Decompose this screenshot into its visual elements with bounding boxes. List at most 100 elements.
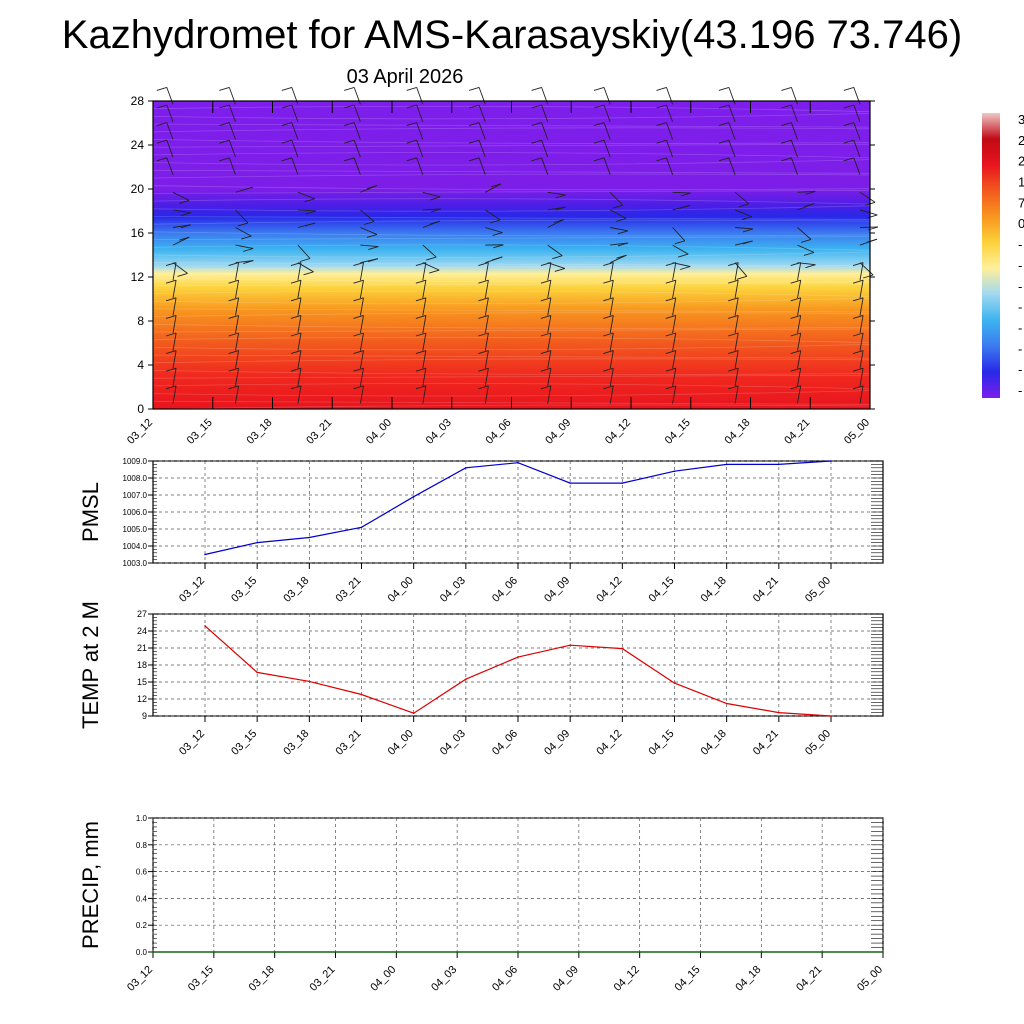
wind-barb-flag — [738, 203, 750, 208]
temp-y-tick-label: 27 — [137, 609, 147, 619]
pmsl-y-tick-label: 1005.0 — [123, 525, 148, 534]
precip-x-tick-label: 03_21 — [308, 964, 338, 994]
wind-barb-staff — [609, 315, 614, 334]
wind-barb-flag — [426, 256, 437, 261]
precip-y-tick-label: 0.4 — [136, 894, 148, 903]
wind-barb-flag — [656, 104, 667, 109]
wind-barb-staff — [353, 140, 361, 158]
wind-barb-staff — [297, 385, 302, 404]
wind-barb-flag — [678, 253, 689, 258]
pmsl-x-tick-label: 04_09 — [542, 575, 572, 605]
pmsl-point — [256, 541, 259, 544]
wind-barb-flag — [615, 217, 627, 222]
wind-barb-staff — [484, 350, 489, 369]
wind-barb-flag — [843, 122, 854, 127]
wind-barb-flag — [281, 122, 292, 127]
wind-barb-staff — [291, 140, 299, 158]
wind-barb-flag — [718, 86, 730, 91]
wind-barb-flag — [290, 367, 302, 372]
wind-barb-flag — [554, 267, 565, 272]
wind-barb-staff — [416, 104, 424, 123]
wind-barb-flag — [603, 262, 614, 267]
wind-barb-flag — [367, 258, 379, 263]
wind-barb-flag — [852, 367, 864, 372]
wind-barb-flag — [228, 350, 239, 355]
wind-barb-flag — [353, 262, 364, 267]
wind-barb-flag — [531, 122, 542, 127]
wind-barb-flag — [290, 279, 302, 284]
wind-barb-flag — [165, 297, 177, 302]
wind-barb-staff — [853, 122, 861, 140]
wind-barb-flag — [718, 139, 730, 144]
wind-barb-staff — [235, 227, 252, 237]
wind-barb-flag — [781, 86, 792, 91]
contour-line — [152, 277, 871, 283]
wind-barb-staff — [297, 244, 311, 259]
wind-barb-staff — [484, 315, 489, 334]
colorbar-label: - — [1018, 258, 1022, 273]
wind-barb-flag — [616, 254, 627, 259]
temp-ylabel: TEMP at 2 M — [78, 601, 103, 729]
contour-line — [152, 185, 871, 191]
precip-y-tick-label: 0.2 — [136, 921, 148, 930]
contour-line — [152, 198, 871, 205]
precip-y-tick-label: 0.8 — [136, 841, 148, 850]
wind-barb-staff — [797, 350, 802, 369]
contour-line — [152, 312, 871, 317]
wind-barb-staff — [859, 226, 879, 228]
wind-barb-flag — [305, 222, 316, 227]
x-tick-label: 05_00 — [842, 417, 872, 447]
wind-barb-staff — [172, 262, 188, 274]
wind-barb-staff — [734, 350, 739, 369]
wind-barb-staff — [541, 122, 549, 140]
wind-barb-staff — [359, 280, 364, 298]
wind-barb-flag — [790, 350, 801, 355]
wind-barb-staff — [859, 209, 878, 216]
pmsl-y-tick-label: 1006.0 — [123, 508, 148, 517]
wind-barb-flag — [866, 238, 878, 243]
wind-barb-staff — [291, 122, 299, 140]
wind-barb-staff — [859, 191, 876, 203]
wind-barb-staff — [734, 332, 739, 351]
wind-barb-staff — [797, 385, 802, 404]
wind-barb-flag — [728, 367, 739, 372]
wind-barb-flag — [228, 385, 239, 390]
wind-barb-staff — [228, 104, 236, 123]
wind-barb-flag — [490, 183, 502, 188]
wind-barb-flag — [493, 244, 504, 249]
pmsl-point — [412, 495, 415, 498]
wind-barb-flag — [790, 297, 801, 302]
temp-point — [778, 711, 780, 714]
wind-barb-flag — [156, 139, 167, 144]
precip-x-tick-label: 04_06 — [490, 964, 520, 994]
wind-barb-flag — [429, 220, 440, 225]
wind-barb-staff — [485, 227, 503, 234]
colorbar-label: - — [1018, 237, 1022, 252]
wind-barb-flag — [552, 255, 563, 260]
wind-barb-flag — [299, 258, 311, 262]
wind-barb-staff — [291, 104, 299, 123]
wind-barb-staff — [728, 140, 736, 158]
wind-barb-staff — [297, 262, 314, 273]
wind-barb-staff — [228, 157, 236, 175]
wind-barb-staff — [734, 262, 748, 277]
wind-barb-staff — [672, 280, 677, 298]
wind-barb-staff — [859, 315, 864, 334]
y-tick-label: 24 — [131, 138, 145, 152]
wind-barb-staff — [609, 350, 614, 369]
wind-barb-staff — [672, 315, 677, 334]
wind-barb-flag — [540, 350, 552, 355]
wind-barb-flag — [178, 199, 190, 204]
precip-y-tick-label: 0.6 — [136, 868, 148, 877]
wind-barb-staff — [728, 104, 736, 123]
wind-barb-flag — [852, 350, 864, 355]
wind-barb-staff — [484, 262, 489, 281]
wind-barb-flag — [540, 367, 552, 372]
wind-barb-flag — [415, 332, 427, 337]
wind-barb-flag — [406, 139, 417, 144]
temp-point — [517, 656, 519, 658]
wind-barb-staff — [859, 280, 864, 298]
wind-barb-staff — [422, 244, 437, 258]
wind-barb-staff — [297, 350, 302, 369]
wind-barb-flag — [679, 204, 691, 209]
